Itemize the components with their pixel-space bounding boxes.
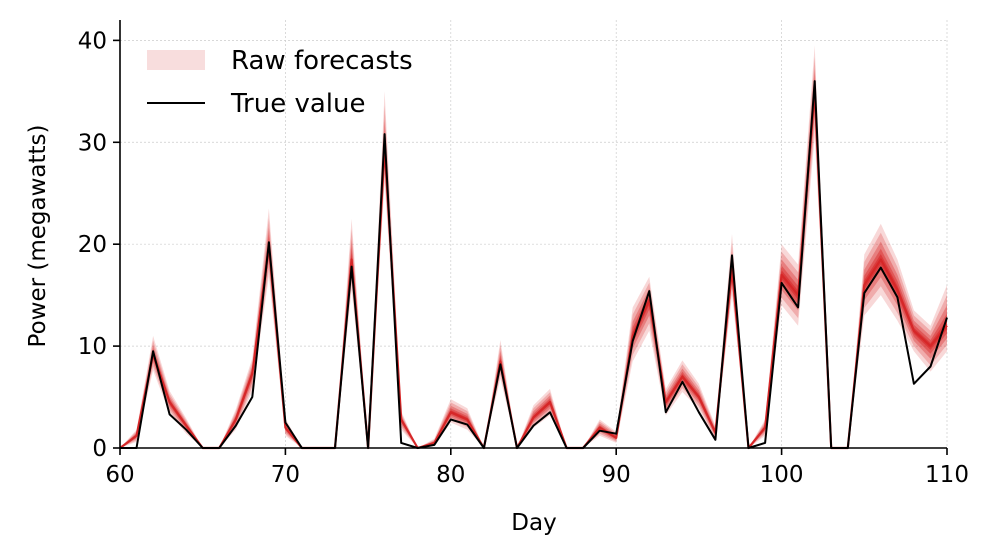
legend: Raw forecasts True value xyxy=(147,46,413,119)
x-tick-label: 60 xyxy=(105,462,134,488)
legend-label-truth: True value xyxy=(230,89,366,119)
y-tick-label: 40 xyxy=(78,28,107,54)
y-tick-label: 0 xyxy=(92,436,107,462)
y-axis-title: Power (megawatts) xyxy=(25,125,51,348)
y-tick-label: 20 xyxy=(78,232,107,258)
axes: 60 70 80 90 100 110 0 10 20 30 40 xyxy=(78,20,969,488)
x-tick-label: 70 xyxy=(271,462,300,488)
x-tick-label: 80 xyxy=(436,462,465,488)
true-value-line xyxy=(120,80,948,449)
x-tick-label: 110 xyxy=(925,462,969,488)
x-tick-label: 90 xyxy=(602,462,631,488)
legend-label-forecast: Raw forecasts xyxy=(231,46,413,76)
legend-swatch-forecast xyxy=(147,50,205,70)
x-tick-label: 100 xyxy=(760,462,804,488)
series-lines xyxy=(119,80,948,450)
y-tick-label: 30 xyxy=(78,130,107,156)
y-tick-label: 10 xyxy=(78,334,107,360)
x-axis-title: Day xyxy=(511,510,556,536)
